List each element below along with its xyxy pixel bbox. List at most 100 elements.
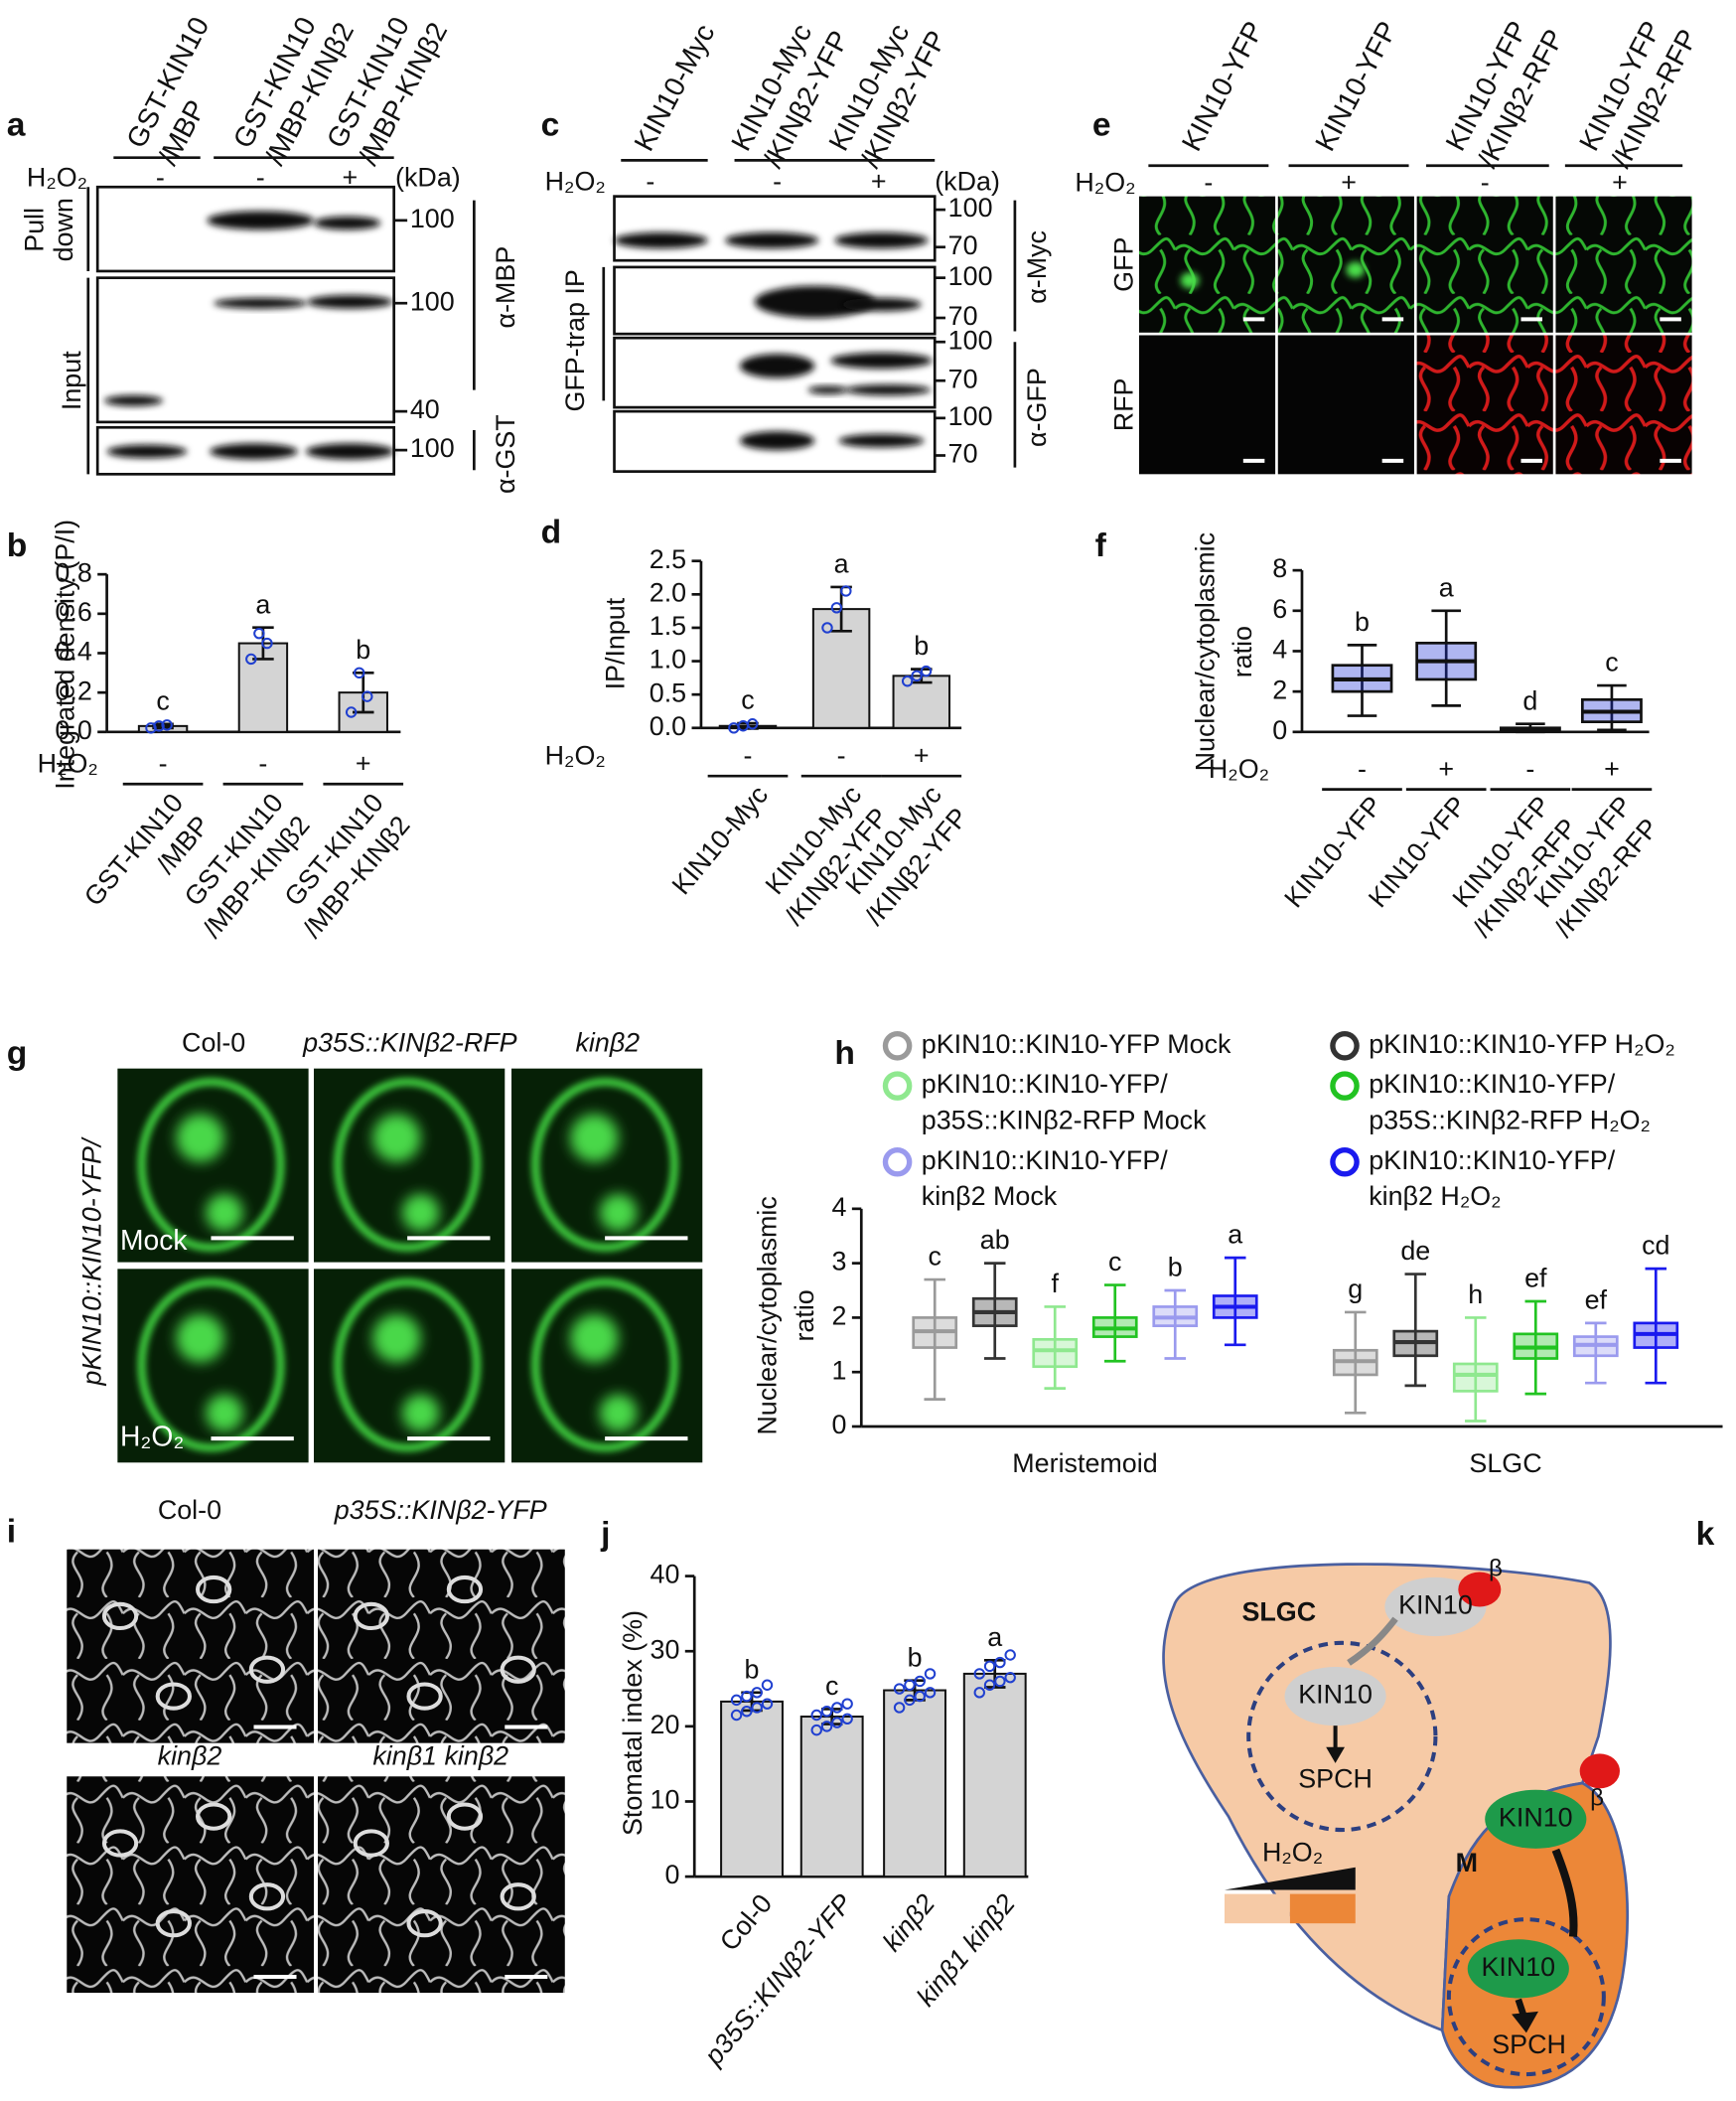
treatment-label: H₂O₂ xyxy=(1209,754,1269,784)
blot-frame xyxy=(613,195,937,262)
data-point xyxy=(904,1694,916,1707)
treatment-sign: - xyxy=(773,166,782,196)
meristemoid-cell xyxy=(1440,1781,1630,2089)
y-axis-label: Nuclear/cytoplasmic ratio xyxy=(1191,532,1258,771)
y-tick-label: 4 xyxy=(832,1192,847,1222)
data-point xyxy=(345,706,358,718)
y-tick-label: 4 xyxy=(1272,635,1287,665)
data-point xyxy=(245,653,257,666)
column-header: KIN10-YFP/KINβ2-RFP xyxy=(1439,7,1570,173)
y-axis-label: Stomatal index (%) xyxy=(618,1610,648,1836)
treatment-label: H₂O₂ xyxy=(1075,168,1135,198)
marker-label: 70 xyxy=(948,439,978,469)
stoma xyxy=(353,1829,389,1858)
data-point xyxy=(810,1709,822,1722)
treatment-sign: + xyxy=(1612,168,1628,198)
y-axis-label: Integrated density (P/I) xyxy=(50,520,79,790)
y-tick-label: 8 xyxy=(1272,553,1287,583)
band xyxy=(830,352,933,370)
antibody-label: α-Myc xyxy=(1022,230,1052,304)
stoma xyxy=(446,1575,484,1604)
column-header: KIN10-YFP/KINβ2-RFP xyxy=(1573,7,1704,173)
micrograph xyxy=(318,1776,565,1994)
band xyxy=(838,433,925,448)
treatment-sign: - xyxy=(744,740,753,770)
legend-label: pKIN10::KIN10-YFP/p35S::KINβ2-RFP Mock xyxy=(922,1069,1207,1134)
treatment-sign: + xyxy=(1604,754,1620,784)
band xyxy=(207,211,315,230)
micrograph xyxy=(1138,196,1276,333)
data-point xyxy=(914,1690,926,1703)
band xyxy=(214,297,308,309)
micrograph xyxy=(1416,335,1553,475)
treatment-sign: - xyxy=(159,749,168,779)
cell-label: M xyxy=(1456,1848,1478,1877)
marker-label: 100 xyxy=(410,286,455,316)
y-tick-label: 1 xyxy=(832,1355,847,1385)
antibody-label: α-GFP xyxy=(1022,368,1052,447)
marker-label: 100 xyxy=(948,401,993,431)
significance-letter: c xyxy=(741,685,754,715)
y-tick-label: 20 xyxy=(651,1710,680,1739)
data-point xyxy=(751,1702,763,1714)
y-tick-label: 0.0 xyxy=(650,711,686,741)
treatment-sign: + xyxy=(342,162,358,192)
band xyxy=(834,231,929,249)
data-point xyxy=(831,1702,843,1714)
panel-letter: i xyxy=(7,1513,16,1550)
bar xyxy=(883,1689,946,1878)
treatment-sign: + xyxy=(1438,754,1454,784)
kin10-shape xyxy=(1485,1789,1587,1849)
significance-letter: b xyxy=(1355,607,1370,637)
data-point xyxy=(973,1687,985,1699)
significance-letter: c xyxy=(156,685,169,715)
significance-letter: c xyxy=(1605,648,1618,677)
significance-letter: f xyxy=(1052,1269,1060,1298)
y-tick-label: 2 xyxy=(832,1301,847,1331)
box xyxy=(1452,1362,1499,1393)
significance-letter: ef xyxy=(1524,1264,1547,1293)
stoma xyxy=(101,1601,139,1631)
x-tick-label: KIN10-Myc xyxy=(666,780,774,900)
stoma xyxy=(101,1829,139,1858)
x-tick-label: GST-KIN10/MBP xyxy=(78,788,216,934)
treatment-label: H₂O₂ xyxy=(27,162,87,192)
data-point xyxy=(153,720,165,732)
band xyxy=(314,216,381,230)
column-title: p35S::KINβ2-RFP xyxy=(302,1028,517,1058)
y-tick-label: 2.0 xyxy=(650,577,686,607)
channel-label: GFP xyxy=(1109,237,1139,292)
y-tick-label: 0.6 xyxy=(55,597,91,627)
stoma xyxy=(353,1601,389,1631)
data-point xyxy=(911,670,923,682)
x-tick-label: Meristemoid xyxy=(1012,1448,1157,1478)
data-point xyxy=(924,1668,937,1680)
data-point xyxy=(841,1713,853,1726)
treatment-sign: - xyxy=(837,740,846,770)
y-tick-label: 0.5 xyxy=(650,677,686,707)
nucleus-signal xyxy=(206,1394,243,1432)
legend-label: pKIN10::KIN10-YFP/p35S::KINβ2-RFP H₂O₂ xyxy=(1369,1069,1651,1134)
data-point xyxy=(821,622,833,634)
micrograph xyxy=(1416,196,1553,333)
marker-label: 100 xyxy=(948,261,993,291)
micrograph-title: kinβ2 xyxy=(158,1741,222,1771)
treatment-sign: - xyxy=(1525,754,1534,784)
significance-letter: h xyxy=(1468,1279,1483,1309)
channel-label: RFP xyxy=(1109,378,1139,432)
y-tick-label: 0 xyxy=(664,1860,679,1889)
band xyxy=(614,231,708,249)
y-tick-label: 30 xyxy=(651,1634,680,1664)
micrograph xyxy=(318,1549,565,1743)
y-tick-label: 2.5 xyxy=(650,544,686,574)
legend-marker xyxy=(882,1071,913,1101)
stoma xyxy=(406,1909,443,1938)
stoma xyxy=(196,1802,232,1831)
data-point xyxy=(983,1660,996,1673)
data-point xyxy=(253,627,265,640)
micrograph xyxy=(1555,335,1692,475)
nucleus xyxy=(1246,1640,1438,1833)
micrograph xyxy=(1138,335,1276,475)
data-point xyxy=(840,585,852,597)
